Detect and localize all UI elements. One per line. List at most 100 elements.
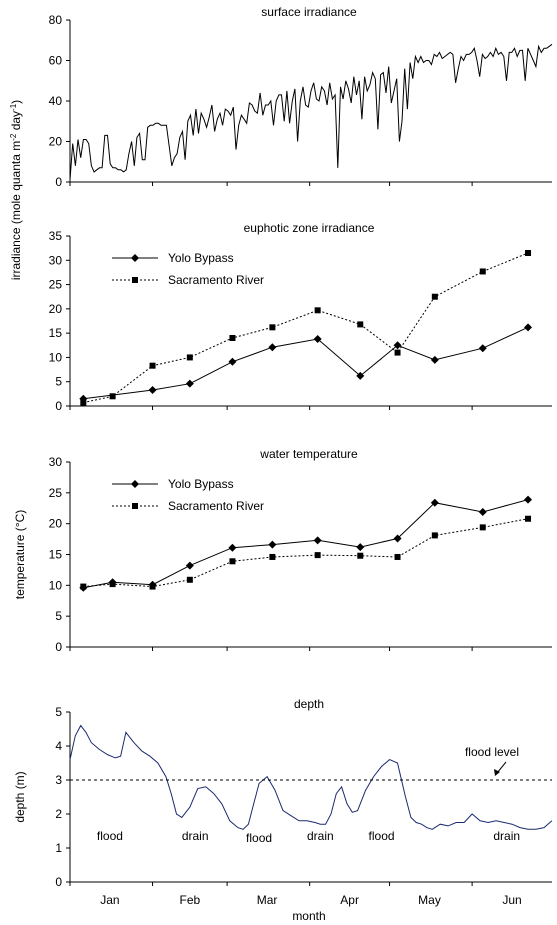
series-line-2 [83,252,529,404]
data-point-square [479,268,486,275]
y-tick-label: 5 [55,609,62,623]
flood-level-label: flood level [465,745,519,759]
y-axis-label: depth (m) [13,771,27,822]
data-point-diamond [393,534,402,543]
legend-marker [131,480,139,488]
series-line-1 [69,43,553,181]
data-point-square [269,324,276,331]
legend-marker [132,503,138,509]
legend-marker [131,254,139,262]
y-tick-label: 10 [49,350,63,364]
data-point-square [80,399,87,406]
flood-level-arrowhead [494,769,500,776]
data-point-diamond [185,379,194,388]
legend-label: Yolo Bypass [168,251,234,265]
panel-title: euphotic zone irradiance [244,221,375,235]
data-point-square [80,583,87,590]
y-tick-label: 40 [49,94,63,108]
data-point-square [525,250,532,256]
y-tick-label: 30 [49,455,63,469]
y-tick-label: 35 [49,229,63,243]
x-tick-label: Jun [502,893,521,907]
y-tick-label: 0 [55,175,62,189]
data-point-diamond [430,498,439,507]
data-point-diamond [393,341,402,350]
data-point-square [357,552,364,559]
data-point-diamond [313,536,322,545]
data-point-square [229,558,236,565]
y-tick-label: 2 [55,807,62,821]
data-point-diamond [430,355,439,364]
y-tick-label: 60 [49,54,63,68]
panel-title: water temperature [259,447,358,461]
data-point-diamond [268,343,277,352]
y-tick-label: 0 [55,399,62,413]
data-point-square [314,552,321,559]
x-tick-label: May [418,893,441,907]
y-tick-label: 20 [49,517,63,531]
data-point-square [394,349,401,356]
panel-1: 0 20 40 60 80 surface irradiance [49,5,553,189]
data-point-square [149,583,156,590]
y-tick-label: 25 [49,278,63,292]
panel-title: surface irradiance [261,5,357,19]
panel-title: depth [294,697,324,711]
legend-label: Sacramento River [168,273,264,287]
y-tick-label: 10 [49,578,63,592]
y-tick-label: 4 [55,739,62,753]
series-line-2 [83,518,529,588]
phase-annotation: drain [493,829,520,843]
x-axis-label: month [292,909,325,923]
legend-marker [132,277,138,283]
flood-level-arrow [496,761,507,774]
y-tick-label: 15 [49,548,63,562]
data-point-diamond [524,495,533,504]
y-axis-label: temperature (°C) [13,510,27,600]
y-tick-label: 5 [55,705,62,719]
panel-3: 0 5 10 15 20 25 30 water temperature temperature… [13,447,552,654]
data-point-square [269,553,276,560]
x-tick-label: Jan [100,893,119,907]
data-point-square [149,362,156,369]
data-point-square [431,293,438,300]
y-tick-label: 20 [49,135,63,149]
y-tick-label: 1 [55,841,62,855]
data-point-square [525,515,532,522]
series-line-1 [69,724,553,830]
y-tick-label: 5 [55,375,62,389]
data-point-diamond [356,543,365,552]
y-tick-label: 30 [49,253,63,267]
y-tick-label: 80 [49,13,63,27]
legend-label: Sacramento River [168,499,264,513]
data-point-diamond [313,334,322,343]
data-point-diamond [524,323,533,332]
data-point-diamond [185,561,194,570]
data-point-diamond [268,540,277,549]
series-line-1 [83,499,529,589]
legend-label: Yolo Bypass [168,477,234,491]
phase-annotation: drain [182,829,209,843]
shared-irradiance-ylabel: irradiance (mole quanta m-2 day-1) [9,100,23,280]
data-point-square [186,354,193,361]
panel-2: 0 5 10 15 20 25 30 35 euphotic zone irradiance Yo… [49,221,552,413]
data-point-square [357,321,364,328]
phase-annotation: flood [97,829,123,843]
x-tick-label: Mar [257,893,278,907]
data-point-diamond [478,507,487,516]
data-point-square [314,307,321,314]
data-point-square [479,524,486,531]
x-tick-label: Apr [340,893,359,907]
data-point-diamond [478,344,487,353]
y-tick-label: 0 [55,875,62,889]
data-point-diamond [228,357,237,366]
data-point-diamond [356,371,365,380]
data-point-square [186,576,193,583]
y-tick-label: 3 [55,773,62,787]
data-point-diamond [148,385,157,394]
y-tick-label: 15 [49,326,63,340]
data-point-diamond [228,543,237,552]
data-point-square [109,581,116,588]
data-point-square [431,532,438,539]
data-point-square [394,553,401,560]
